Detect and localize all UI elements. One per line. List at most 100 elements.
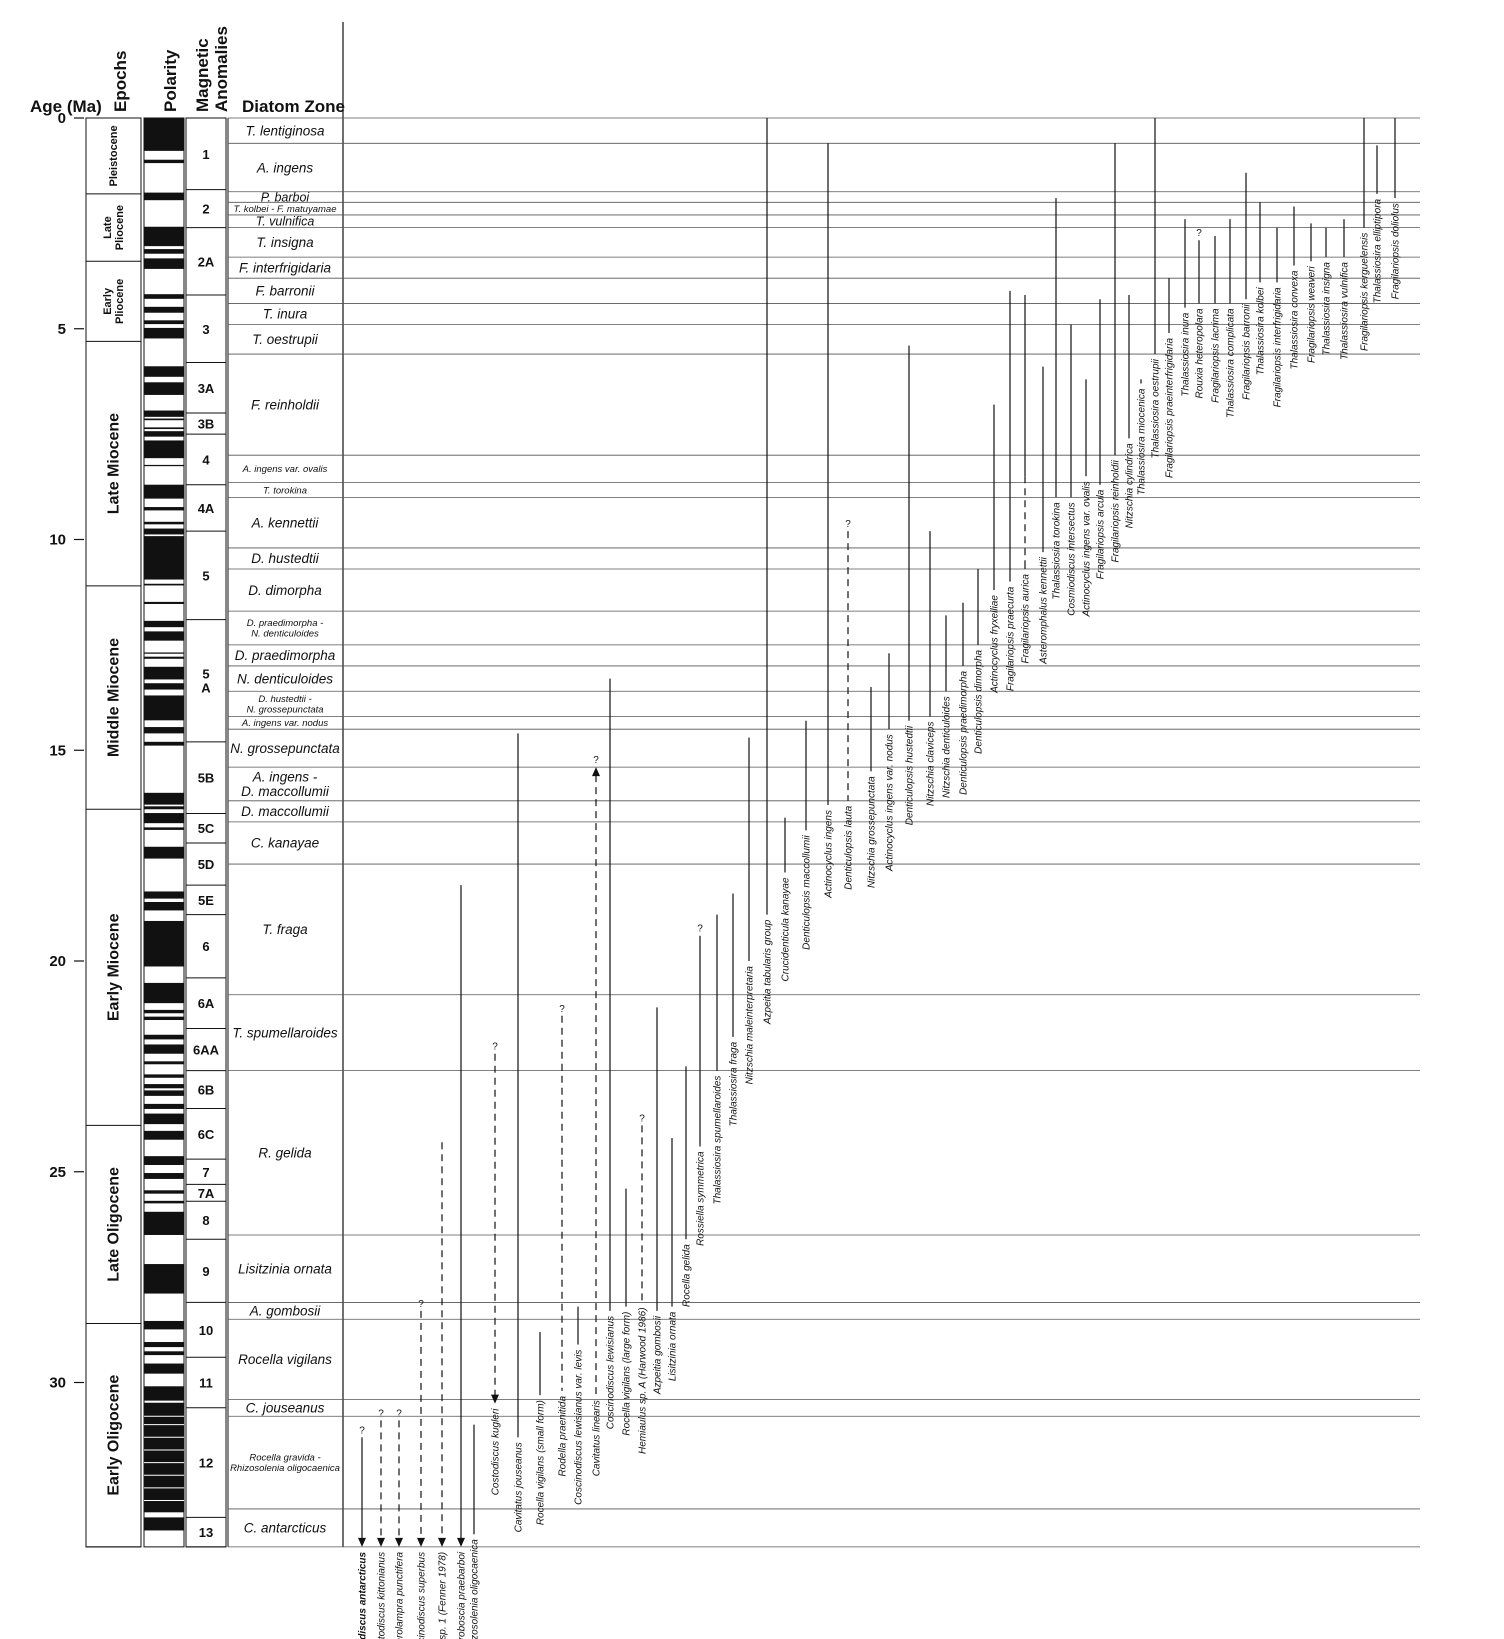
epoch-label-pleistocene: Pleistocene <box>108 125 120 186</box>
taxon-range-fragilariopsis-weaveri: Fragilariopsis weaveri <box>1307 223 1318 363</box>
normal-polarity-interval <box>144 1173 184 1179</box>
taxon-range-thalassiosira-miocenica: Thalassiosira miocenica <box>1137 379 1148 495</box>
anomaly-label-6c: 6C <box>198 1127 215 1142</box>
normal-polarity-interval <box>144 1130 184 1140</box>
normal-polarity-interval <box>144 1034 184 1040</box>
anomaly-label-8: 8 <box>202 1213 209 1228</box>
zone-name-line: N. grossepunctata <box>230 741 340 756</box>
anomaly-label-part: 2 <box>202 202 209 217</box>
zone-name-line: Rocella vigilans <box>238 1352 332 1367</box>
epoch-label-early-pliocene: EarlyPliocene <box>102 279 126 324</box>
anomaly-label-6b: 6B <box>198 1083 215 1098</box>
normal-polarity-interval <box>144 1402 184 1513</box>
taxon-label: Denticulopsis maccollumii <box>802 835 813 950</box>
diatom-zone-header: Diatom Zone <box>242 97 345 116</box>
uncertain-marker: ? <box>559 1004 565 1015</box>
zone-name-line: C. kanayae <box>251 836 319 851</box>
uncertain-marker: ? <box>396 1408 402 1419</box>
taxon-label: Hemiaulus sp. A (Harwood 1986) <box>638 1307 649 1454</box>
epoch-label-early-miocene: Early Miocene <box>106 913 123 1021</box>
uncertain-marker: ? <box>1196 228 1202 239</box>
zone-c-antarcticus: C. antarcticus <box>244 1521 327 1536</box>
taxon-range-costodiscus-antarcticus: ? Costodiscus antarcticus <box>358 1425 369 1639</box>
anomaly-label-2a: 2A <box>198 254 215 269</box>
anomaly-label-part: 5 <box>202 667 209 682</box>
zone-name-line: T. inura <box>263 307 308 322</box>
anomalies-header-line2: Anomalies <box>212 26 231 112</box>
normal-polarity-interval <box>144 1113 184 1125</box>
epoch-label-late-pliocene: LatePliocene <box>102 205 126 250</box>
epoch-label-line: Early Oligocene <box>106 1375 123 1496</box>
zone-f-barronii: F. barronii <box>255 284 315 299</box>
taxon-range-nitzschia-grossepunctata: Nitzschia grossepunctata <box>867 687 878 888</box>
zone-name-line: T. oestrupii <box>252 332 319 347</box>
anomaly-label-part: 5C <box>198 821 215 836</box>
zone-name-line: P. barboi <box>261 190 311 204</box>
taxon-range-crucidenticula-kanayae: Crucidenticula kanayae <box>781 817 792 981</box>
epoch-label-line: Early Miocene <box>106 913 123 1021</box>
anomaly-label-part: 11 <box>199 1376 213 1391</box>
normal-polarity-interval <box>144 528 184 535</box>
normal-polarity-interval <box>144 1517 184 1531</box>
uncertain-marker: ? <box>845 519 851 530</box>
taxon-label: Rocella vigilans (large form) <box>622 1312 633 1436</box>
zone-name-line: A. kennettii <box>251 515 320 530</box>
taxon-label: Rocella vigilans (small form) <box>536 1400 547 1525</box>
taxon-range-thalassiosira-inura: Thalassiosira inura <box>1181 219 1192 397</box>
zone-name-line: A. ingens <box>256 160 314 175</box>
zone-name-line: T. vulnifica <box>256 215 315 229</box>
zone-t-fraga: T. fraga <box>262 922 308 937</box>
taxon-label: Rocella gelida <box>682 1244 693 1307</box>
zone-name-line: F. interfrigidaria <box>239 260 332 275</box>
normal-polarity-interval <box>144 806 184 810</box>
zone-name-line: R. gelida <box>258 1146 312 1161</box>
zone-n-grossepunctata: N. grossepunctata <box>230 741 340 756</box>
zone-t-insigna: T. insigna <box>256 235 314 250</box>
epochs-header: Epochs <box>111 51 130 112</box>
zone-name-line: Lisitzinia ornata <box>238 1261 332 1276</box>
normal-polarity-interval <box>144 891 184 899</box>
taxon-label: Rossiella symmetrica <box>696 1151 707 1246</box>
taxon-label: Rouxia heteropolara <box>1195 308 1206 398</box>
uncertain-marker: ? <box>492 1042 498 1053</box>
taxon-range-nitzschia-claviceps: Nitzschia claviceps <box>926 531 937 806</box>
taxon-label: Denticulopsis praedimorpha <box>959 671 970 795</box>
column-headers: Age (Ma) Epochs Polarity Magnetic Anomal… <box>30 26 345 116</box>
anomaly-label-6a: 6A <box>198 996 215 1011</box>
taxon-label: Fragilariopsis doliolus <box>1391 203 1402 299</box>
normal-polarity-interval <box>144 813 184 824</box>
anomaly-label-4: 4 <box>202 452 210 467</box>
zone-name-line: D. dimorpha <box>248 583 322 598</box>
taxon-range-actinocyclus-ingens-var-nodus: Actinocyclus ingens var. nodus <box>885 653 896 872</box>
normal-polarity-interval <box>144 920 184 967</box>
normal-polarity-interval <box>144 427 184 430</box>
zone-name-line: D. hustedtii - <box>258 694 311 705</box>
zone-name-line: A. ingens var. ovalis <box>242 464 328 475</box>
anomaly-label-part: 10 <box>199 1323 213 1338</box>
zone-name-line: T. fraga <box>262 922 308 937</box>
epoch-label-line: Middle Miocene <box>106 638 123 757</box>
zone-t-lentiginosa: T. lentiginosa <box>245 123 325 138</box>
anomaly-label-part: 6A <box>198 996 215 1011</box>
normal-polarity-interval <box>144 192 184 201</box>
normal-polarity-interval <box>144 741 184 746</box>
uncertain-marker: ? <box>639 1113 645 1124</box>
normal-polarity-interval <box>144 792 184 805</box>
normal-polarity-interval <box>144 1009 184 1014</box>
anomaly-label-part: 13 <box>199 1525 213 1540</box>
zone-name-line: T. insigna <box>256 235 314 250</box>
taxon-label: Costodiscus antarcticus <box>358 1551 369 1639</box>
normal-polarity-interval <box>144 583 184 586</box>
taxon-label: Thalassiosira inura <box>1181 312 1192 396</box>
normal-polarity-interval <box>144 484 184 499</box>
anomaly-label-6aa: 6AA <box>193 1043 220 1058</box>
normal-polarity-interval <box>144 1351 184 1356</box>
arrow-down-icon <box>358 1537 366 1547</box>
anomalies-header-line1: Magnetic <box>193 38 212 112</box>
zone-d-hustedtii: D. hustedtii <box>251 551 320 566</box>
anomaly-label-3a: 3A <box>198 381 215 396</box>
normal-polarity-interval <box>144 382 184 395</box>
normal-polarity-interval <box>144 1264 184 1294</box>
